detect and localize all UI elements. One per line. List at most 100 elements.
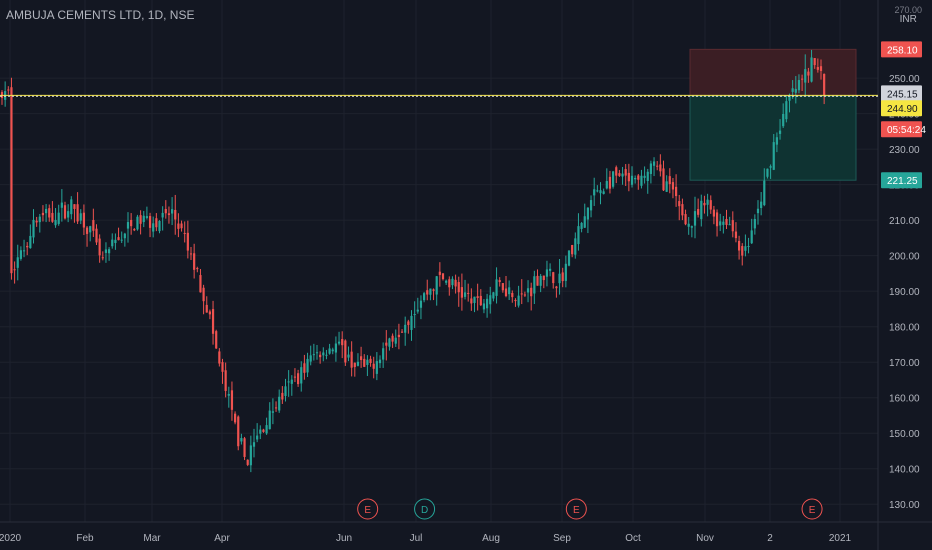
candle[interactable] bbox=[136, 216, 139, 230]
candle[interactable] bbox=[196, 268, 199, 270]
candle[interactable] bbox=[643, 175, 646, 178]
candle[interactable] bbox=[366, 359, 369, 365]
candle[interactable] bbox=[215, 331, 218, 349]
candle[interactable] bbox=[772, 142, 775, 170]
candle[interactable] bbox=[385, 342, 388, 346]
candle[interactable] bbox=[350, 351, 353, 368]
candle[interactable] bbox=[218, 351, 221, 364]
candle[interactable] bbox=[482, 303, 486, 310]
candle[interactable] bbox=[722, 221, 725, 225]
candle[interactable] bbox=[322, 352, 325, 356]
candle[interactable] bbox=[142, 215, 145, 223]
candle[interactable] bbox=[271, 411, 274, 413]
candle[interactable] bbox=[684, 214, 687, 225]
candle[interactable] bbox=[775, 137, 778, 145]
candle[interactable] bbox=[108, 249, 111, 254]
candle[interactable] bbox=[602, 191, 605, 194]
candle[interactable] bbox=[813, 58, 816, 66]
candle[interactable] bbox=[382, 348, 385, 360]
candle[interactable] bbox=[375, 361, 378, 374]
candle[interactable] bbox=[608, 176, 612, 189]
candle[interactable] bbox=[763, 180, 766, 206]
candle[interactable] bbox=[337, 341, 341, 344]
candle[interactable] bbox=[205, 304, 208, 313]
candle[interactable] bbox=[331, 349, 334, 352]
candle[interactable] bbox=[634, 177, 637, 180]
candle[interactable] bbox=[728, 224, 731, 226]
candle[interactable] bbox=[221, 362, 224, 372]
candle[interactable] bbox=[22, 250, 26, 252]
candle[interactable] bbox=[249, 445, 252, 466]
candle[interactable] bbox=[797, 80, 801, 91]
candle[interactable] bbox=[536, 275, 539, 286]
candle[interactable] bbox=[57, 212, 60, 224]
candle[interactable] bbox=[652, 161, 656, 166]
candle[interactable] bbox=[79, 213, 82, 221]
candle[interactable] bbox=[533, 276, 536, 294]
candle[interactable] bbox=[511, 292, 514, 298]
candle[interactable] bbox=[791, 88, 794, 92]
candle[interactable] bbox=[615, 167, 618, 176]
candle[interactable] bbox=[180, 223, 183, 229]
candle[interactable] bbox=[750, 230, 753, 244]
candle[interactable] bbox=[117, 237, 120, 241]
candle[interactable] bbox=[73, 204, 76, 209]
candle[interactable] bbox=[646, 171, 649, 181]
candle[interactable] bbox=[48, 208, 51, 218]
candle[interactable] bbox=[284, 386, 287, 397]
candle[interactable] bbox=[416, 309, 419, 312]
candle[interactable] bbox=[360, 356, 363, 361]
candle[interactable] bbox=[344, 340, 347, 363]
candle[interactable] bbox=[413, 314, 416, 316]
candle[interactable] bbox=[114, 239, 117, 244]
candle[interactable] bbox=[700, 200, 703, 220]
candle[interactable] bbox=[678, 201, 681, 207]
candle[interactable] bbox=[378, 359, 382, 364]
candle[interactable] bbox=[259, 429, 262, 434]
candle[interactable] bbox=[470, 298, 473, 304]
candle[interactable] bbox=[438, 271, 441, 275]
candle[interactable] bbox=[706, 199, 709, 205]
candle[interactable] bbox=[177, 223, 180, 229]
candle[interactable] bbox=[388, 338, 391, 347]
candle[interactable] bbox=[564, 263, 567, 281]
candle[interactable] bbox=[690, 226, 693, 228]
candle[interactable] bbox=[719, 221, 722, 226]
candle[interactable] bbox=[549, 268, 552, 271]
candle[interactable] bbox=[709, 200, 712, 210]
candle[interactable] bbox=[816, 67, 819, 70]
candle[interactable] bbox=[463, 292, 467, 297]
candle[interactable] bbox=[769, 166, 772, 168]
candle[interactable] bbox=[734, 231, 738, 239]
candle[interactable] bbox=[139, 215, 142, 224]
candle[interactable] bbox=[145, 216, 148, 218]
candle[interactable] bbox=[76, 204, 79, 222]
candle[interactable] bbox=[240, 438, 243, 442]
candle[interactable] bbox=[423, 293, 426, 301]
candle[interactable] bbox=[725, 218, 728, 225]
candle[interactable] bbox=[782, 113, 785, 127]
candle[interactable] bbox=[130, 219, 133, 227]
candle[interactable] bbox=[303, 363, 306, 373]
candle[interactable] bbox=[441, 273, 445, 280]
candle[interactable] bbox=[161, 212, 164, 218]
candle[interactable] bbox=[426, 290, 429, 295]
candle[interactable] bbox=[89, 226, 92, 233]
candle[interactable] bbox=[29, 235, 32, 249]
event-marker-dividend[interactable] bbox=[414, 498, 436, 520]
candle[interactable] bbox=[281, 392, 284, 400]
candle[interactable] bbox=[571, 245, 574, 255]
axis-top-labels[interactable]: 270.00 INR bbox=[894, 5, 922, 25]
candle[interactable] bbox=[126, 222, 130, 229]
candle[interactable] bbox=[574, 238, 577, 255]
candle[interactable] bbox=[256, 435, 259, 440]
candle[interactable] bbox=[558, 273, 561, 284]
candle[interactable] bbox=[45, 208, 48, 214]
candle[interactable] bbox=[731, 220, 734, 232]
candle[interactable] bbox=[230, 390, 234, 410]
candle[interactable] bbox=[599, 190, 602, 194]
candle[interactable] bbox=[309, 355, 312, 362]
candle[interactable] bbox=[435, 276, 438, 295]
candle[interactable] bbox=[246, 459, 249, 465]
candle[interactable] bbox=[227, 394, 230, 396]
